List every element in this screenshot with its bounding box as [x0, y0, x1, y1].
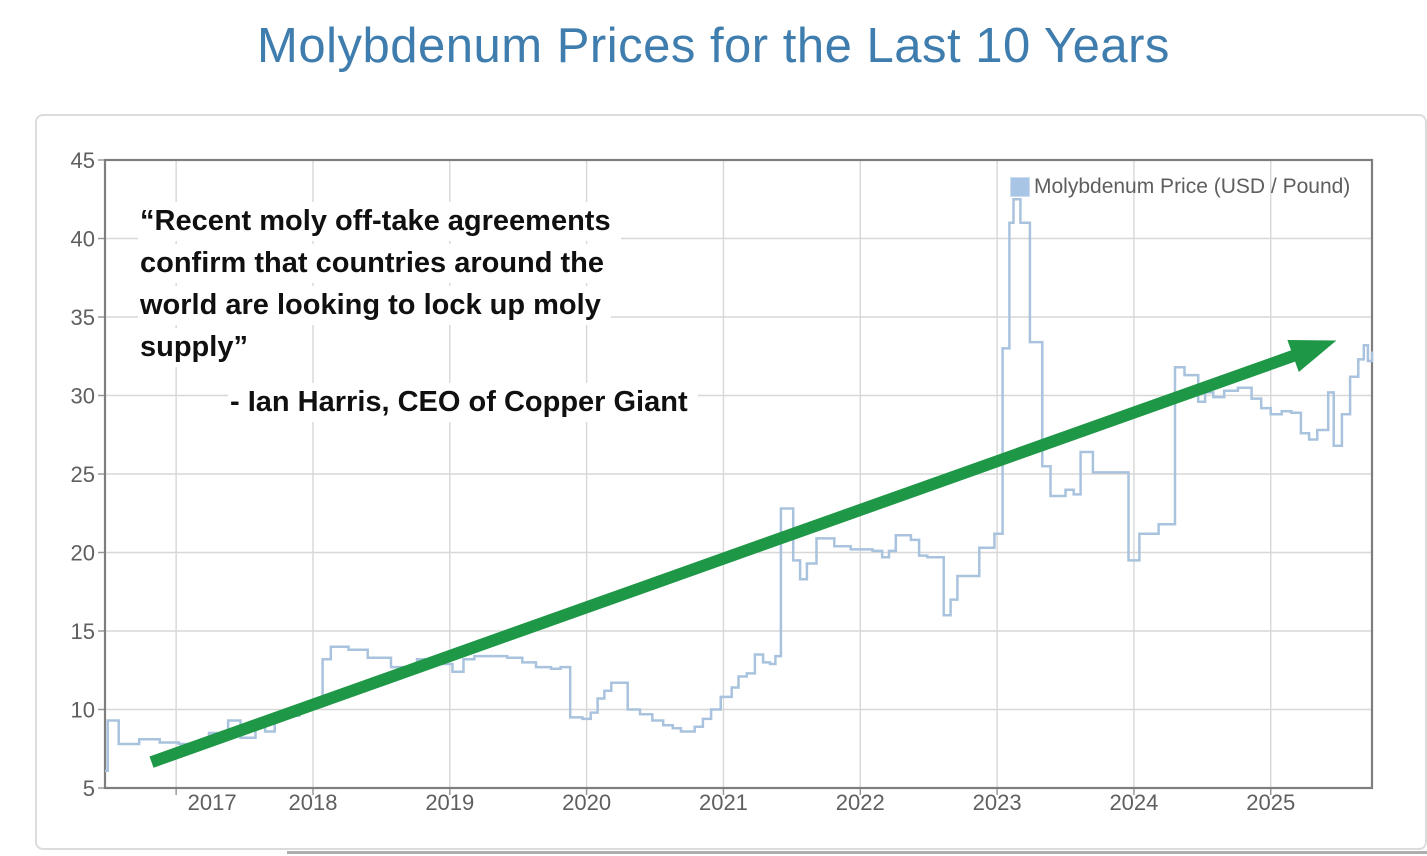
- quote-line: “Recent moly off-take agreements: [138, 202, 621, 241]
- y-tick-label: 30: [71, 384, 95, 409]
- x-tick-label: 2018: [288, 790, 337, 815]
- x-tick-label: 2020: [562, 790, 611, 815]
- y-tick-label: 45: [71, 148, 95, 173]
- plot-frame: [103, 158, 1374, 790]
- quote-line: world are looking to lock up moly: [138, 286, 611, 325]
- x-tick-label: 2023: [973, 790, 1022, 815]
- quote-line: confirm that countries around the: [138, 244, 615, 283]
- bottom-divider: [287, 851, 1427, 854]
- trend-arrow-head: [1287, 339, 1337, 372]
- x-tick-label: 2019: [425, 790, 474, 815]
- x-tick-label: 2021: [699, 790, 748, 815]
- page-title: Molybdenum Prices for the Last 10 Years: [257, 19, 1170, 73]
- chart-legend: Molybdenum Price (USD / Pound): [1010, 175, 1350, 199]
- quote-annotation: “Recent moly off-take agreements confirm…: [138, 202, 698, 422]
- quote-attribution: - Ian Harris, CEO of Copper Giant: [228, 383, 698, 422]
- trend-arrow-shaft: [149, 348, 1301, 768]
- x-tick-label: 2017: [188, 790, 237, 815]
- x-tick-label: 2022: [836, 790, 885, 815]
- y-tick-label: 15: [71, 619, 95, 644]
- y-tick-label: 10: [71, 698, 95, 723]
- y-tick-label: 20: [71, 541, 95, 566]
- y-tick-label: 40: [71, 227, 95, 252]
- price-line: [105, 198, 1374, 772]
- quote-line: supply”: [138, 328, 258, 367]
- y-tick-label: 35: [71, 305, 95, 330]
- legend-swatch-icon: [1010, 177, 1030, 197]
- y-tick-label: 25: [71, 462, 95, 487]
- x-tick-label: 2025: [1246, 790, 1295, 815]
- x-tick-label: 2024: [1109, 790, 1158, 815]
- y-tick-label: 5: [83, 776, 95, 801]
- legend-label: Molybdenum Price (USD / Pound): [1034, 175, 1351, 198]
